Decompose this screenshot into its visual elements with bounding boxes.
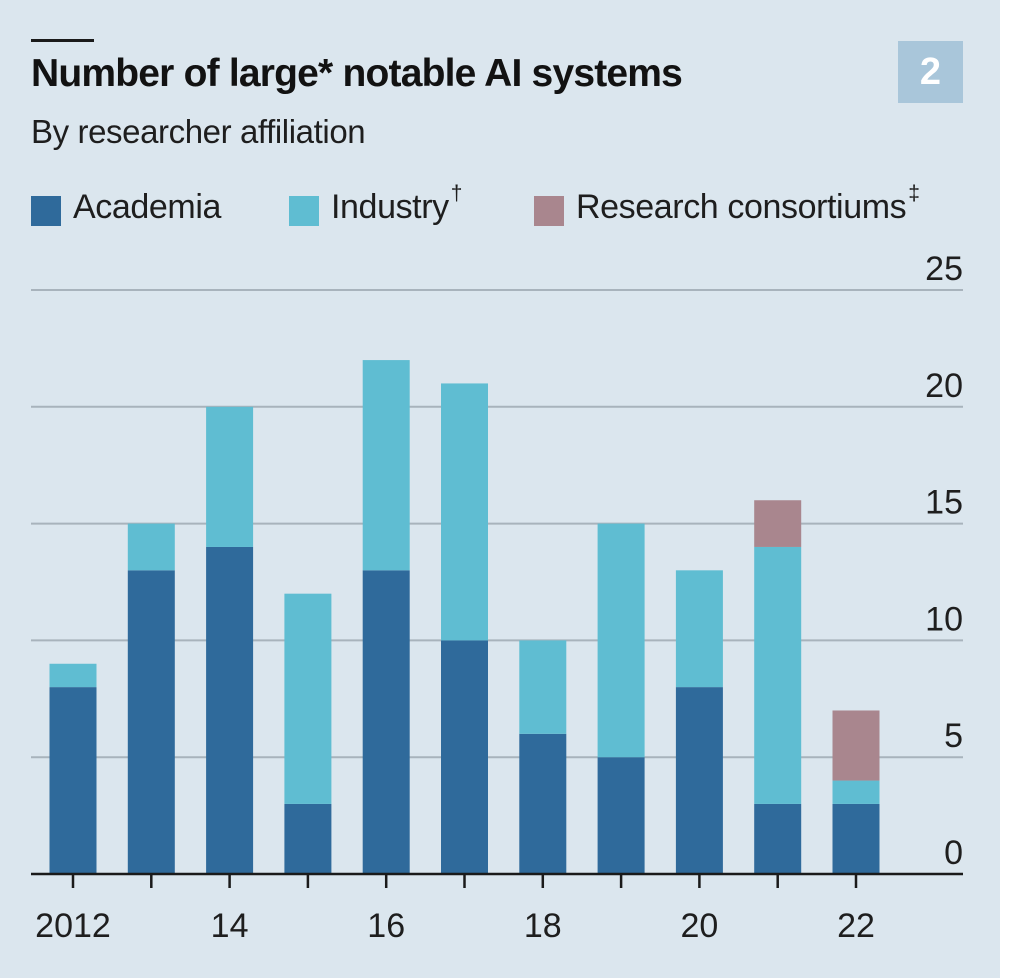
bar-2017-industry (441, 383, 488, 641)
y-tick-label-0: 0 (944, 834, 963, 872)
legend-mark-research-consortiums: ‡ (908, 182, 920, 205)
bar-2019-industry (597, 523, 645, 758)
legend-label-academia: Academia (73, 188, 221, 226)
header-rule (31, 39, 94, 42)
x-tick-label-2016: 16 (367, 907, 405, 945)
bar-2016-industry (362, 360, 410, 571)
bar-2018-academia (519, 733, 567, 874)
bar-2015-industry (284, 593, 332, 804)
legend-swatch-academia (31, 196, 61, 226)
y-tick-label-15: 15 (925, 484, 963, 522)
bar-2013-academia (127, 570, 175, 874)
bar-2014-academia (206, 546, 254, 874)
bar-2012-academia (49, 687, 97, 874)
bar-2021-industry (754, 546, 802, 804)
bar-2021-academia (754, 803, 802, 874)
y-tick-label-5: 5 (944, 717, 963, 755)
x-tick-label-2014: 14 (211, 907, 249, 945)
y-tick-label-25: 25 (925, 250, 963, 288)
bar-2019-academia (597, 757, 645, 874)
chart-number-badge: 2 (898, 41, 963, 103)
y-tick-label-10: 10 (925, 600, 963, 638)
legend-label-industry: Industry (331, 188, 449, 226)
bar-2020-academia (675, 687, 723, 874)
bar-2022-research-consortiums (832, 710, 880, 781)
bar-2017-academia (441, 640, 488, 874)
bar-2020-industry (675, 570, 723, 688)
legend-mark-industry: † (450, 182, 463, 205)
bar-2012-industry (49, 663, 97, 688)
x-tick-label-2020: 20 (680, 907, 718, 945)
bar-2022-industry (832, 780, 880, 804)
bar-2021-research-consortiums (754, 500, 802, 547)
bar-2013-industry (127, 523, 175, 571)
bar-2014-industry (206, 406, 254, 547)
chart-title: Number of large* notable AI systems (31, 52, 683, 95)
chart-subtitle: By researcher affiliation (31, 113, 366, 150)
bar-2015-academia (284, 803, 332, 874)
x-tick-label-2012: 2012 (35, 907, 111, 945)
x-tick-label-2022: 22 (837, 907, 875, 945)
y-tick-label-20: 20 (925, 367, 963, 405)
legend-label-research-consortiums: Research consortiums (576, 188, 907, 226)
bar-2018-industry (519, 640, 567, 734)
bar-2016-academia (362, 570, 410, 874)
legend-swatch-industry (289, 196, 319, 226)
legend-swatch-research-consortiums (534, 196, 564, 226)
bar-2022-academia (832, 803, 880, 874)
x-tick-label-2018: 18 (524, 907, 562, 945)
